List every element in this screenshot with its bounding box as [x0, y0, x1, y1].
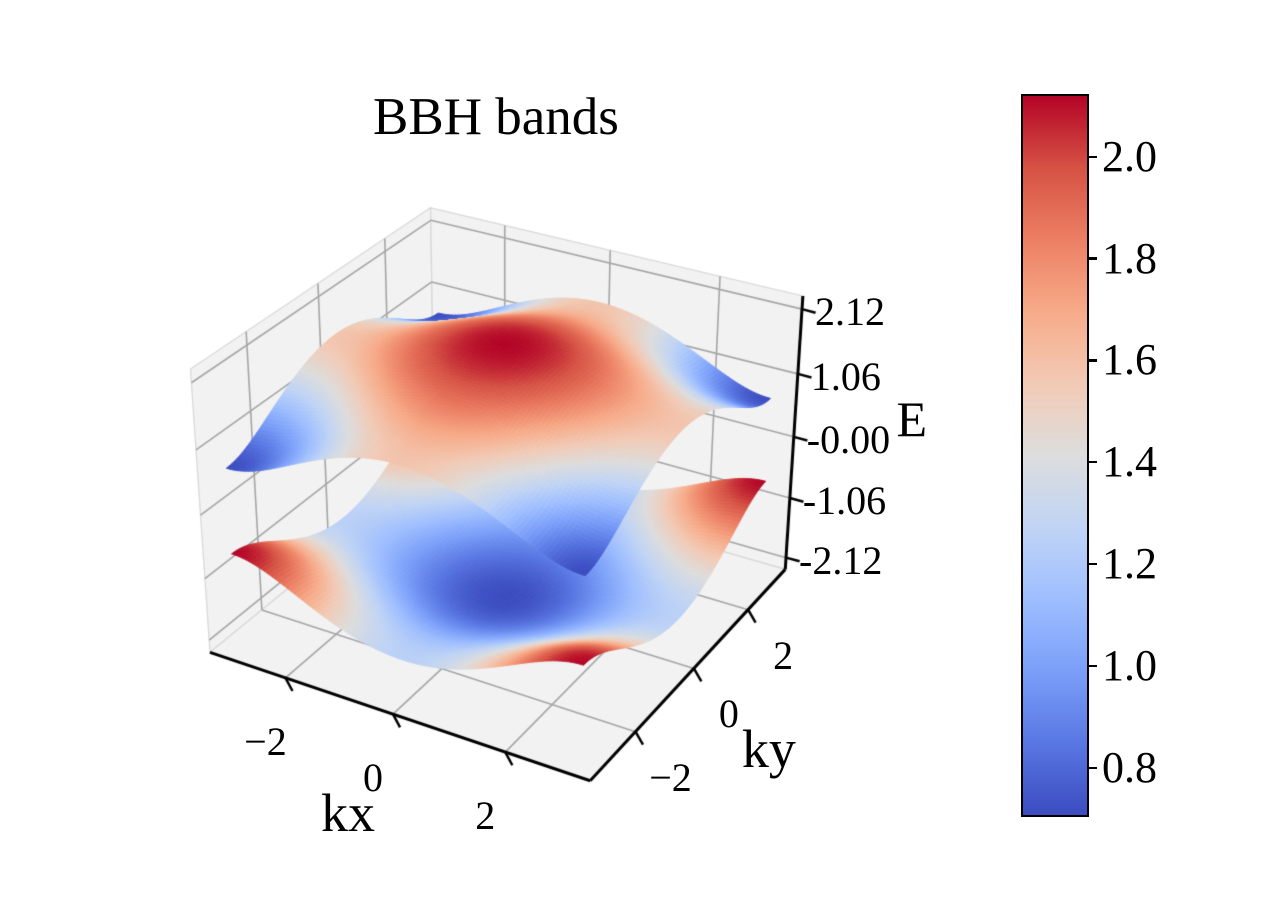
x-tick-label: 2: [475, 793, 496, 839]
colorbar-tick-label: 1.0: [1102, 640, 1157, 690]
y-axis-label: ky: [741, 719, 796, 780]
colorbar-tick: [1088, 664, 1097, 667]
colorbar-tick-label: 1.8: [1102, 233, 1157, 283]
colorbar-tick-label: 1.6: [1102, 335, 1157, 385]
colorbar-tick: [1088, 359, 1097, 362]
x-tick-label: −2: [244, 718, 287, 764]
z-tick-label: 2.12: [815, 289, 886, 335]
colorbar-tick-label: 0.8: [1102, 742, 1157, 792]
colorbar-tick: [1088, 766, 1097, 769]
x-tick-label: 0: [363, 755, 383, 801]
z-tick-label: -2.12: [799, 537, 883, 583]
z-axis-label: E: [896, 390, 928, 447]
chart-title: BBH bands: [373, 88, 619, 146]
colorbar-tick: [1088, 155, 1097, 158]
colorbar-tick-label: 1.4: [1102, 437, 1157, 487]
colorbar-tick-label: 2.0: [1102, 131, 1157, 181]
y-tick-label: 2: [773, 632, 794, 678]
z-tick-label: -0.00: [806, 416, 891, 462]
colorbar-tick: [1088, 562, 1097, 566]
z-tick-label: 1.06: [810, 353, 881, 399]
colorbar-tick: [1088, 461, 1097, 464]
colorbar-gradient: [1021, 94, 1089, 817]
z-tick-label: -1.06: [802, 478, 887, 524]
x-axis-label: kx: [321, 783, 375, 844]
y-tick-label: 0: [718, 691, 739, 737]
colorbar-tick-label: 1.2: [1102, 539, 1157, 589]
colorbar-tick: [1088, 257, 1097, 260]
y-tick-label: −2: [649, 754, 692, 800]
